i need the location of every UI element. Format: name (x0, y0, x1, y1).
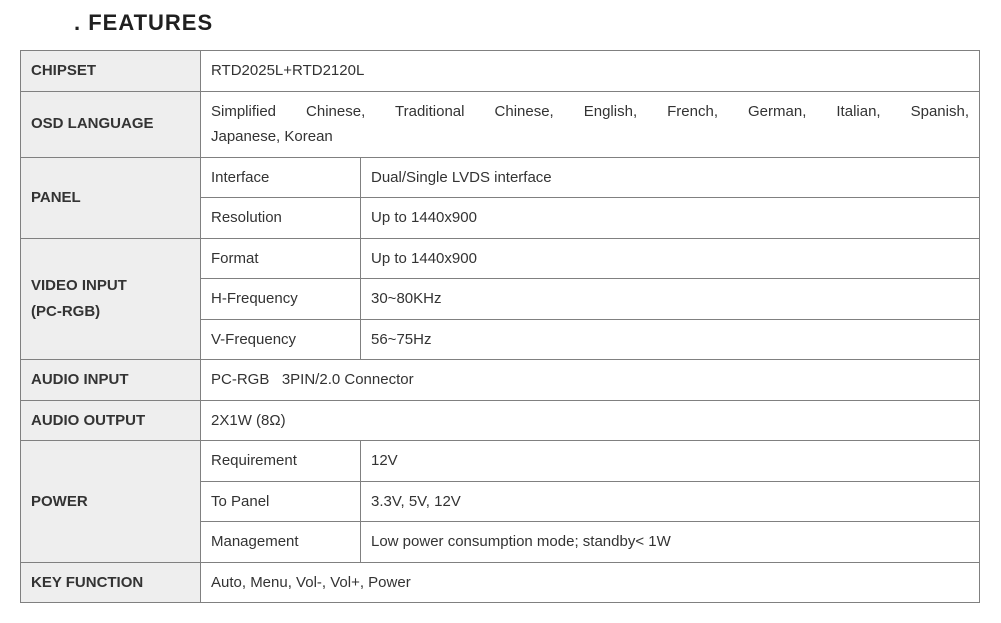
value-line: Simplified Chinese, Traditional Chinese,… (211, 99, 969, 125)
value-cell: 12V (361, 441, 980, 482)
category-cell: AUDIO OUTPUT (21, 400, 201, 441)
page: . FEATURES CHIPSET RTD2025L+RTD2120L OSD… (0, 0, 1001, 623)
category-cell: PANEL (21, 157, 201, 238)
sub-cell: Format (201, 238, 361, 279)
features-table: CHIPSET RTD2025L+RTD2120L OSD LANGUAGE S… (20, 50, 980, 603)
sub-cell: H-Frequency (201, 279, 361, 320)
table-row: AUDIO INPUT PC-RGB 3PIN/2.0 Connector (21, 360, 980, 401)
value-cell: Auto, Menu, Vol-, Vol+, Power (201, 562, 980, 603)
value-cell: Up to 1440x900 (361, 198, 980, 239)
sub-cell: Management (201, 522, 361, 563)
value-cell: Low power consumption mode; standby< 1W (361, 522, 980, 563)
value-cell: 3.3V, 5V, 12V (361, 481, 980, 522)
table-row: KEY FUNCTION Auto, Menu, Vol-, Vol+, Pow… (21, 562, 980, 603)
sub-cell: Resolution (201, 198, 361, 239)
category-cell: AUDIO INPUT (21, 360, 201, 401)
value-cell: Simplified Chinese, Traditional Chinese,… (201, 91, 980, 157)
table-row: OSD LANGUAGE Simplified Chinese, Traditi… (21, 91, 980, 157)
sub-cell: V-Frequency (201, 319, 361, 360)
value-cell: PC-RGB 3PIN/2.0 Connector (201, 360, 980, 401)
table-row: POWER Requirement 12V (21, 441, 980, 482)
table-row: AUDIO OUTPUT 2X1W (8Ω) (21, 400, 980, 441)
category-cell: VIDEO INPUT (PC-RGB) (21, 238, 201, 360)
table-row: CHIPSET RTD2025L+RTD2120L (21, 51, 980, 92)
sub-cell: To Panel (201, 481, 361, 522)
value-cell: 2X1W (8Ω) (201, 400, 980, 441)
category-cell: KEY FUNCTION (21, 562, 201, 603)
value-cell: Up to 1440x900 (361, 238, 980, 279)
category-cell: CHIPSET (21, 51, 201, 92)
category-cell: POWER (21, 441, 201, 563)
value-cell: Dual/Single LVDS interface (361, 157, 980, 198)
category-cell: OSD LANGUAGE (21, 91, 201, 157)
value-cell: 56~75Hz (361, 319, 980, 360)
table-row: PANEL Interface Dual/Single LVDS interfa… (21, 157, 980, 198)
category-line: VIDEO INPUT (31, 277, 127, 294)
sub-cell: Requirement (201, 441, 361, 482)
value-line: Japanese, Korean (211, 128, 333, 145)
sub-cell: Interface (201, 157, 361, 198)
value-cell: 30~80KHz (361, 279, 980, 320)
section-heading: . FEATURES (74, 10, 981, 36)
value-cell: RTD2025L+RTD2120L (201, 51, 980, 92)
table-row: VIDEO INPUT (PC-RGB) Format Up to 1440x9… (21, 238, 980, 279)
category-line: (PC-RGB) (31, 303, 100, 320)
